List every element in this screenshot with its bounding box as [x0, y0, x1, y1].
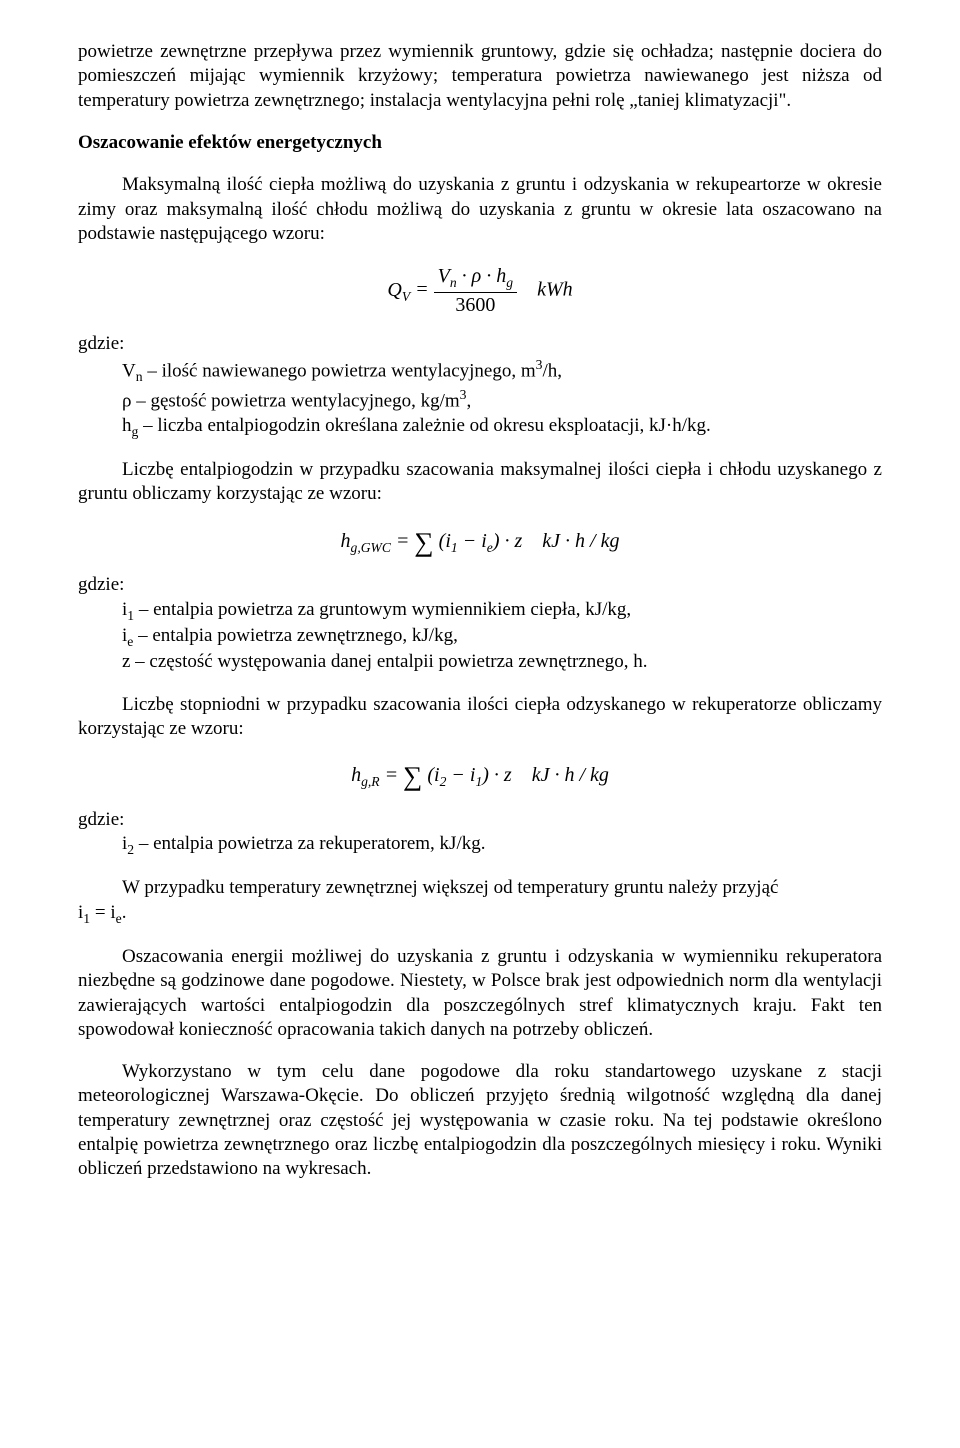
- f1-unit: kWh: [537, 279, 573, 301]
- formula-qv: QV = Vn · ρ · hg 3600 kWh: [78, 264, 882, 318]
- paragraph-6: Oszacowania energii możliwej do uzyskani…: [78, 945, 882, 1042]
- g2-line-c: z – częstość występowania danej entalpii…: [122, 650, 882, 674]
- formula-hgwc: hg,GWC = ∑ (i1 − ie) · z kJ · h / kg: [78, 525, 882, 560]
- intro-paragraph: powietrze zewnętrzne przepływa przez wym…: [78, 40, 882, 113]
- where-label-1: gdzie:: [78, 332, 882, 356]
- formula-hgr: hg,R = ∑ (i2 − i1) · z kJ · h / kg: [78, 759, 882, 794]
- g1-line-b: ρ – gęstość powietrza wentylacyjnego, kg…: [122, 386, 882, 414]
- g1-line-a: Vn – ilość nawiewanego powietrza wentyla…: [122, 356, 882, 386]
- paragraph-4: Liczbę stopniodni w przypadku szacowania…: [78, 693, 882, 742]
- where-block-3: gdzie: i2 – entalpia powietrza za rekupe…: [78, 808, 882, 859]
- where-block-1: gdzie: Vn – ilość nawiewanego powietrza …: [78, 332, 882, 440]
- f3-unit: kJ · h / kg: [532, 764, 609, 786]
- f2-lhs: hg,GWC: [341, 530, 391, 552]
- i1-equals-ie: i1 = ie.: [78, 901, 882, 927]
- g2-line-a: i1 – entalpia powietrza za gruntowym wym…: [122, 598, 882, 624]
- paragraph-2: Maksymalną ilość ciepła możliwą do uzysk…: [78, 173, 882, 246]
- paragraph-3: Liczbę entalpiogodzin w przypadku szacow…: [78, 458, 882, 507]
- f1-fraction: Vn · ρ · hg 3600: [434, 264, 517, 318]
- paragraph-5: W przypadku temperatury zewnętrznej więk…: [78, 876, 882, 900]
- where-label-3: gdzie:: [78, 808, 882, 832]
- section-heading: Oszacowanie efektów energetycznych: [78, 131, 882, 155]
- f3-lhs: hg,R: [351, 764, 380, 786]
- g1-line-c: hg – liczba entalpiogodzin określana zal…: [122, 414, 882, 440]
- f1-lhs: QV: [387, 279, 410, 301]
- f2-unit: kJ · h / kg: [542, 530, 619, 552]
- where-block-2: gdzie: i1 – entalpia powietrza za grunto…: [78, 573, 882, 674]
- g3-line-a: i2 – entalpia powietrza za rekuperatorem…: [122, 832, 882, 858]
- paragraph-7: Wykorzystano w tym celu dane pogodowe dl…: [78, 1060, 882, 1182]
- document-page: powietrze zewnętrzne przepływa przez wym…: [0, 0, 960, 1448]
- g2-line-b: ie – entalpia powietrza zewnętrznego, kJ…: [122, 624, 882, 650]
- f1-eq: =: [415, 279, 434, 301]
- paragraph-5-wrapper: W przypadku temperatury zewnętrznej więk…: [78, 876, 882, 927]
- where-label-2: gdzie:: [78, 573, 882, 597]
